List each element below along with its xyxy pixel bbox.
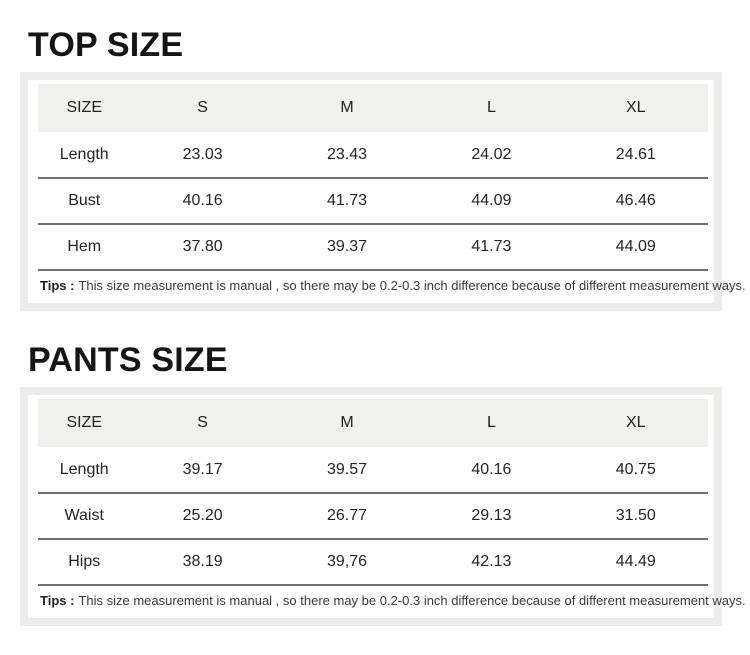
size-chart-page: TOP SIZE SIZE S M L XL Leng	[0, 26, 750, 626]
pants-size-panel: SIZE S M L XL Length 39.17 39.57 40.16 4…	[20, 387, 746, 626]
size-value-cell: 25.20	[130, 493, 275, 540]
table-row-waist: Waist 25.20 26.77 29.13 31.50	[38, 493, 708, 540]
row-label-cell: Bust	[38, 178, 131, 225]
size-value-cell: 46.46	[563, 178, 708, 225]
row-label-cell: Hem	[38, 224, 131, 271]
table-row-bust: Bust 40.16 41.73 44.09 46.46	[38, 178, 708, 225]
size-value-cell: 39.17	[130, 447, 275, 494]
row-label-cell: Length	[38, 447, 131, 494]
top-size-table: SIZE S M L XL Length 23.03 23.43 24.02 2…	[38, 84, 708, 271]
tips-text: This size measurement is manual , so the…	[78, 278, 746, 293]
tips-label: Tips :	[40, 278, 75, 293]
size-value-cell: 44.09	[419, 178, 564, 225]
tips-note: Tips : This size measurement is manual , …	[38, 271, 746, 303]
size-value-cell: 29.13	[419, 493, 564, 540]
size-value-cell: 24.02	[419, 132, 564, 179]
top-size-title: TOP SIZE	[28, 26, 184, 64]
tips-text: This size measurement is manual , so the…	[78, 593, 746, 608]
column-header-m: M	[274, 399, 420, 447]
column-header-s: S	[130, 84, 275, 132]
size-value-cell: 39.57	[274, 447, 420, 494]
size-value-cell: 41.73	[274, 178, 420, 225]
column-header-l: L	[419, 399, 564, 447]
size-value-cell: 41.73	[419, 224, 564, 271]
column-header-m: M	[274, 84, 420, 132]
column-header-size: SIZE	[38, 84, 131, 132]
size-value-cell: 31.50	[563, 493, 708, 540]
size-value-cell: 26.77	[274, 493, 420, 540]
size-value-cell: 40.16	[130, 178, 275, 225]
table-header-row: SIZE S M L XL	[38, 399, 708, 447]
column-header-size: SIZE	[38, 399, 131, 447]
pants-size-section: PANTS SIZE SIZE S M L XL Le	[0, 341, 750, 626]
table-row-hips: Hips 38.19 39,76 42.13 44.49	[38, 539, 708, 586]
size-value-cell: 44.49	[563, 539, 708, 586]
column-header-s: S	[130, 399, 275, 447]
table-row-length: Length 23.03 23.43 24.02 24.61	[38, 132, 708, 179]
size-value-cell: 42.13	[419, 539, 564, 586]
column-header-l: L	[419, 84, 564, 132]
size-value-cell: 44.09	[563, 224, 708, 271]
size-value-cell: 39.37	[274, 224, 420, 271]
top-size-section: TOP SIZE SIZE S M L XL Leng	[0, 26, 750, 311]
top-size-panel: SIZE S M L XL Length 23.03 23.43 24.02 2…	[20, 72, 746, 311]
size-value-cell: 23.03	[130, 132, 275, 179]
row-label-cell: Length	[38, 132, 131, 179]
table-header-row: SIZE S M L XL	[38, 84, 708, 132]
tips-label: Tips :	[40, 593, 75, 608]
size-value-cell: 24.61	[563, 132, 708, 179]
row-label-cell: Hips	[38, 539, 131, 586]
column-header-xl: XL	[563, 399, 708, 447]
tips-note: Tips : This size measurement is manual , …	[38, 586, 746, 618]
size-value-cell: 37.80	[130, 224, 275, 271]
size-value-cell: 38.19	[130, 539, 275, 586]
table-row-hem: Hem 37.80 39.37 41.73 44.09	[38, 224, 708, 271]
size-value-cell: 39,76	[274, 539, 420, 586]
table-row-length: Length 39.17 39.57 40.16 40.75	[38, 447, 708, 494]
column-header-xl: XL	[563, 84, 708, 132]
pants-size-title: PANTS SIZE	[28, 341, 228, 379]
size-value-cell: 23.43	[274, 132, 420, 179]
pants-size-table: SIZE S M L XL Length 39.17 39.57 40.16 4…	[38, 399, 708, 586]
row-label-cell: Waist	[38, 493, 131, 540]
size-value-cell: 40.16	[419, 447, 564, 494]
size-value-cell: 40.75	[563, 447, 708, 494]
